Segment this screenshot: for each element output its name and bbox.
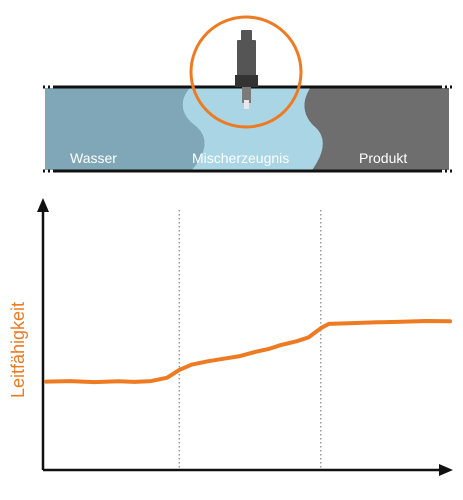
conductivity-sensor-icon (189, 15, 303, 129)
pipe-zone-product (304, 88, 449, 170)
zone-dividers (178, 210, 322, 470)
x-axis-arrowhead (439, 464, 453, 476)
sensor-nut (235, 75, 258, 87)
sensor-probe-tip (244, 100, 249, 109)
sensor-body (237, 40, 256, 76)
zone-label-water: Wasser (70, 150, 117, 166)
zone-label-product: Produkt (359, 150, 407, 166)
conductivity-chart: Leitfähigkeit (8, 198, 453, 476)
conductivity-series-line (44, 319, 452, 385)
pipe-zone-water (45, 88, 205, 170)
zone-label-mixture: Mischerzeugnis (192, 150, 289, 166)
pipe-section: Wasser Mischerzeugnis Produkt (43, 85, 452, 173)
y-axis-arrowhead (37, 198, 49, 212)
y-axis-label: Leitfähigkeit (8, 302, 28, 398)
sensor-highlight-ring (189, 15, 303, 129)
sensor-top-cap (241, 30, 252, 41)
sensor-probe (242, 87, 251, 103)
